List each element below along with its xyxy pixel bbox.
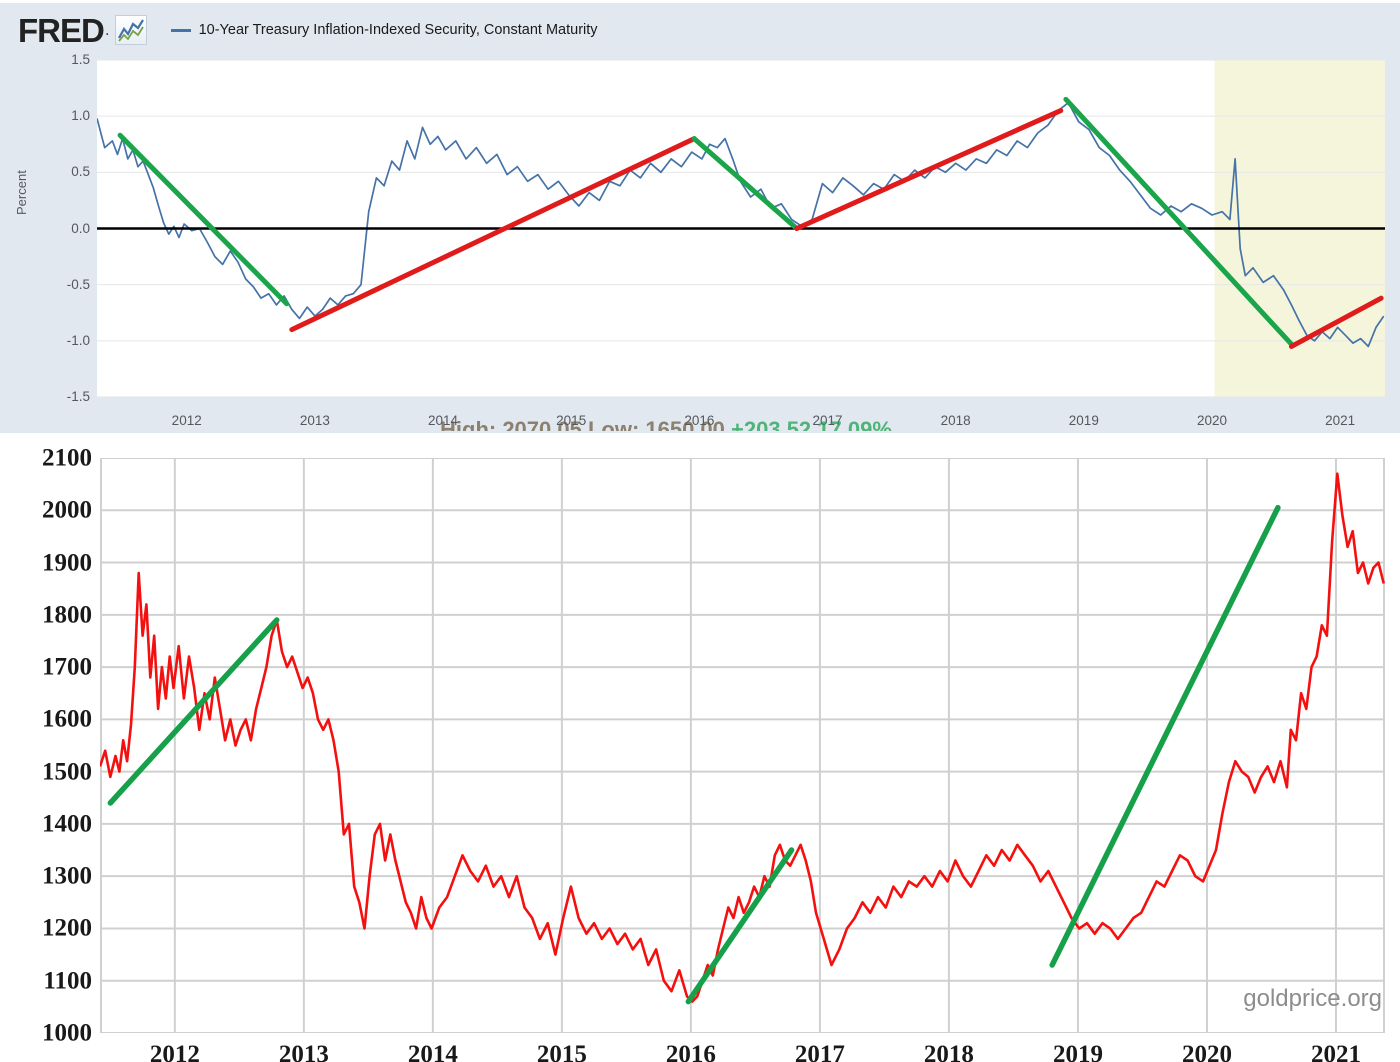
gold-y-tick-label: 1600 [42,705,92,733]
gold-y-axis-ticks: 2100 2000 1900 1800 1700 1600 1500 1400 1300 1200… [0,433,100,1062]
trendline-downtrend [117,132,290,307]
gold-x-tick-label: 2017 [794,1041,845,1062]
gold-x-axis-ticks: 2012 2013 2014 2015 2016 2017 2018 2019 2020 2021 [0,433,1400,1062]
gold-y-tick-label: 2000 [42,496,92,524]
fred-legend: 10-Year Treasury Inflation-Indexed Secur… [170,22,598,38]
series-line-tips10y [97,101,1385,348]
fred-x-tick-label: 2017 [812,413,843,428]
fred-chart-panel: FRED . 10-Year Treasury Inflation-Indexe… [0,0,1400,495]
gold-x-tick-label: 2014 [407,1041,458,1062]
gold-x-tick-label: 2020 [1181,1041,1232,1062]
fred-x-tick-label: 2021 [1325,413,1356,428]
gold-y-tick-label: 1800 [42,601,92,629]
gold-x-tick-label: 2015 [536,1041,587,1062]
line-chart-icon [114,15,147,45]
gold-watermark: goldprice.org [1243,985,1382,1012]
legend-series-label: 10-Year Treasury Inflation-Indexed Secur… [198,22,598,38]
trendline-uptrend [289,136,697,333]
trendline-uptrend [685,847,795,1005]
fred-y-tick-label: 0.0 [71,220,90,236]
panel-top-divider [0,0,1400,3]
legend-color-swatch [170,28,191,32]
gold-y-tick-label: 1300 [42,862,92,890]
trendline-uptrend [107,617,280,806]
gold-x-tick-label: 2016 [665,1041,716,1062]
gold-plot-svg [100,458,1385,1033]
gold-y-tick-label: 1900 [42,549,92,577]
fred-plot-area[interactable] [97,60,1385,397]
gold-summary-highlow: High: 2070.05 Low: 1650.00 [440,417,725,431]
fred-y-tick-label: 0.5 [71,164,90,180]
trendline-downtrend [691,136,800,231]
fred-y-tick-label: -1.0 [66,332,90,348]
gold-y-tick-label: 1100 [43,967,92,995]
gold-x-tick-label: 2012 [149,1041,200,1062]
fred-x-tick-label: 2012 [171,413,202,428]
trendline-uptrend [1049,504,1281,968]
gold-summary-change: +203.52 17.09% [731,417,892,431]
gold-x-tick-label: 2021 [1310,1041,1361,1062]
fred-x-axis-ticks: 2012 2013 2014 2015 2016 2017 2018 2019 2020 2021 [0,405,1400,431]
trendline-uptrend [794,108,1064,231]
gold-y-tick-label: 1000 [42,1019,92,1047]
fred-x-tick-label: 2015 [556,413,587,428]
fred-y-axis-ticks: 1.5 1.0 0.5 0.0 -0.5 -1.0 -1.5 [22,0,90,495]
gold-y-tick-label: 1500 [42,758,92,786]
fred-logo[interactable]: FRED [18,11,105,49]
gold-chart-panel: High: 2070.05 Low: 1650.00 +203.52 17.09… [0,417,1400,1062]
fred-y-tick-label: 1.0 [71,108,90,124]
fred-y-tick-label: -0.5 [66,276,90,292]
fred-plot-svg [97,60,1385,397]
gold-y-tick-label: 1700 [42,653,92,681]
gold-summary-caption: High: 2070.05 Low: 1650.00 +203.52 17.09… [440,417,892,431]
fred-x-tick-label: 2016 [684,413,715,428]
fred-x-tick-label: 2018 [940,413,971,428]
gold-x-tick-label: 2019 [1052,1041,1103,1062]
trendline-uptrend [1288,295,1384,349]
trendline-downtrend [1063,96,1294,347]
gold-x-tick-label: 2013 [278,1041,329,1062]
fred-x-tick-label: 2020 [1196,413,1228,428]
gold-x-tick-label: 2018 [923,1041,974,1062]
gold-y-tick-label: 1400 [42,810,92,838]
fred-x-tick-label: 2019 [1068,413,1099,428]
fred-y-tick-label: 1.5 [71,52,90,67]
gold-y-tick-label: 2100 [42,444,92,472]
fred-header: FRED . 10-Year Treasury Inflation-Indexe… [18,13,598,47]
gold-plot-area[interactable] [100,458,1385,1033]
fred-y-tick-label: -1.5 [66,389,90,404]
gold-y-tick-label: 1200 [42,914,92,942]
fred-x-tick-label: 2013 [299,413,330,428]
fred-x-tick-label: 2014 [427,413,459,428]
fred-logo-dot: . [104,20,110,39]
